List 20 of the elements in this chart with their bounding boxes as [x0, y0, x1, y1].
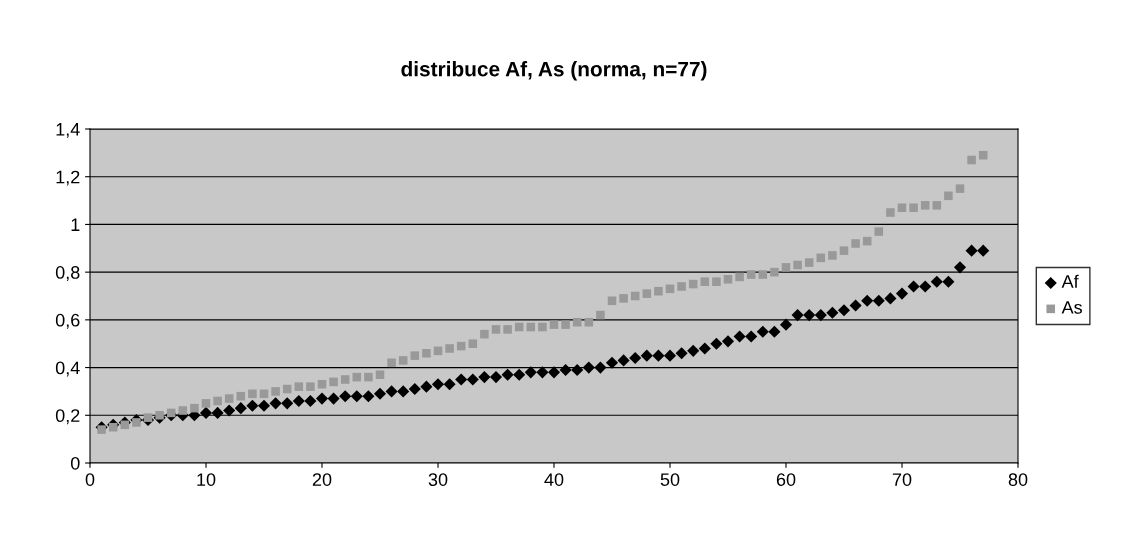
y-tick-label: 0,4 [55, 361, 80, 377]
x-tick-label: 30 [428, 473, 448, 486]
x-tick-label: 60 [776, 473, 796, 486]
legend-label: As [1061, 301, 1082, 314]
x-tick-label: 20 [312, 473, 332, 486]
y-tick-label: 1,2 [56, 170, 80, 186]
y-tick-label: 1,4 [56, 123, 80, 138]
x-tick-label: 70 [892, 473, 912, 486]
legend-label: Af [1061, 274, 1079, 288]
x-tick-label: 10 [197, 473, 216, 486]
y-tick-label: 0,6 [55, 313, 80, 329]
y-tick-label: 0 [70, 456, 80, 470]
x-tick-label: 50 [660, 473, 680, 486]
y-tick-label: 1 [71, 218, 80, 231]
chart-title: distribuce Af, As (norma, n=77) [401, 61, 707, 81]
y-tick-label: 0,2 [55, 409, 80, 425]
x-tick-label: 80 [1008, 473, 1028, 486]
y-tick-label: 0,8 [55, 266, 80, 281]
x-tick-label: 0 [85, 473, 95, 486]
x-tick-label: 40 [544, 473, 564, 486]
